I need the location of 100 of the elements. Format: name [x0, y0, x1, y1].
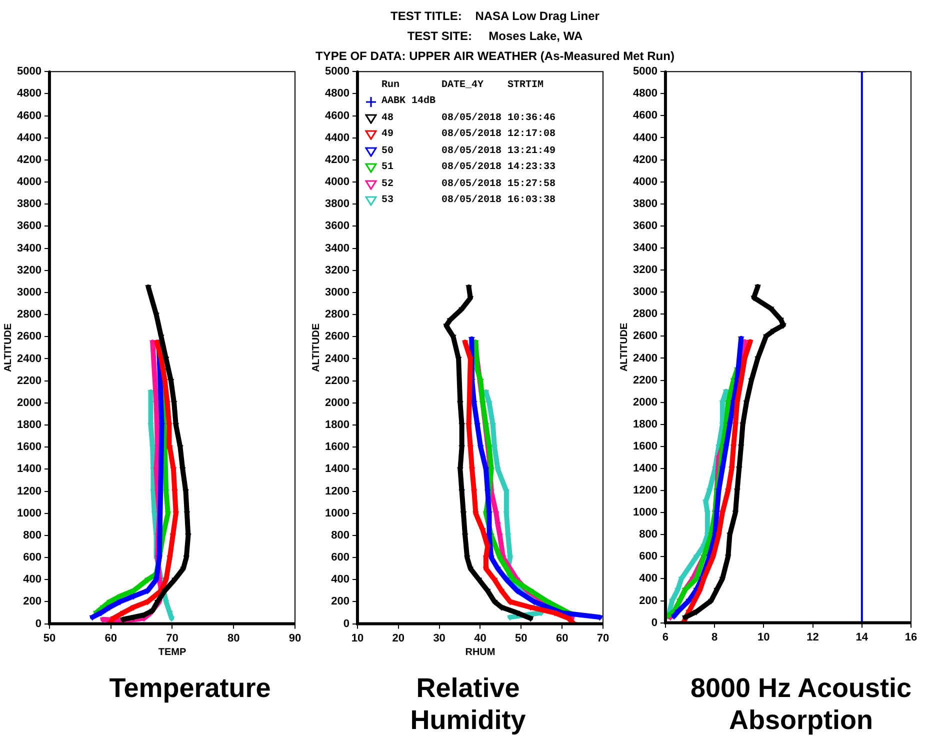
x-tick-label: 10: [351, 632, 364, 644]
y-tick-label: 2800: [16, 308, 42, 321]
y-tick-label: 4800: [16, 88, 42, 100]
x-tick-label: 40: [474, 632, 486, 644]
y-tick-label: 5000: [16, 66, 42, 78]
x-tick-label: 70: [596, 632, 610, 644]
y-tick-label: 4800: [324, 88, 350, 100]
x-tick-label: 10: [758, 631, 770, 644]
text: TEST SITE: Moses Lake, WA: [406, 28, 584, 45]
y-tick-label: 600: [23, 552, 42, 564]
y-tick-label: 5000: [632, 66, 658, 78]
y-tick-label: 4400: [324, 132, 350, 144]
y-tick-label: 2000: [16, 396, 42, 409]
legend-label: 50 08/05/2018 13:21:49: [381, 144, 556, 159]
y-tick-label: 3400: [324, 242, 350, 254]
y-tick-label: 3200: [324, 264, 350, 276]
x-tick-label: 60: [104, 632, 117, 644]
y-tick-label: 4200: [632, 154, 658, 166]
y-tick-label: 3600: [324, 220, 350, 232]
x-tick-label: 14: [856, 631, 869, 644]
y-tick-label: 200: [23, 596, 42, 608]
y-tick-label: 5000: [324, 66, 350, 78]
y-axis-title: ALTITUDE: [310, 323, 322, 372]
x-tick-label: 60: [556, 632, 568, 644]
y-tick-label: 1400: [324, 463, 350, 476]
y-tick-label: 1200: [16, 485, 42, 498]
y-tick-label: 200: [331, 596, 350, 608]
y-tick-label: 2400: [324, 352, 350, 365]
legend-label: 53 08/05/2018 16:03:38: [381, 194, 556, 208]
y-tick-label: 800: [331, 529, 350, 542]
text: TEST TITLE: NASA Low Drag Liner: [390, 8, 600, 25]
legend-label: 49 08/05/2018 12:17:08: [381, 128, 556, 142]
y-tick-label: 3000: [632, 286, 658, 298]
y-tick-label: 2400: [632, 352, 658, 364]
text: Temperature: [108, 672, 272, 704]
y-tick-label: 1400: [16, 463, 42, 476]
text: TYPE OF DATA: UPPER AIR WEATHER (As-Measured Met Run): [314, 48, 676, 65]
y-tick-label: 4600: [16, 110, 42, 122]
text: 8000 Hz Acoustic Absorption: [689, 672, 913, 736]
legend-title: Run DATE_4Y STRTIM: [380, 78, 544, 93]
x-tick-label: 16: [904, 631, 918, 644]
text: AABK 14dB: [381, 96, 436, 108]
y-tick-label: 2800: [324, 308, 350, 321]
y-tick-label: 1000: [632, 506, 658, 519]
x-tick-label: 8: [712, 631, 718, 644]
y-tick-label: 4800: [632, 88, 658, 100]
y-tick-label: 4200: [16, 154, 42, 166]
y-tick-label: 2400: [16, 352, 42, 365]
y-tick-label: 4000: [324, 176, 350, 188]
y-tick-label: 3600: [16, 220, 42, 232]
y-tick-label: 600: [639, 550, 658, 563]
text: Relative Humidity: [409, 672, 527, 736]
y-tick-label: 1200: [632, 484, 658, 497]
y-tick-label: 2000: [324, 396, 350, 409]
y-tick-label: 1600: [324, 441, 350, 454]
y-tick-label: 1200: [324, 485, 350, 498]
y-tick-label: 3000: [324, 286, 350, 299]
x-tick-label: 70: [166, 632, 178, 644]
y-tick-label: 0: [35, 618, 42, 630]
y-tick-label: 4400: [632, 132, 658, 144]
x-tick-label: 50: [43, 632, 56, 644]
y-tick-label: 2200: [324, 374, 350, 387]
x-tick-label: 50: [515, 632, 528, 644]
y-tick-label: 2600: [16, 330, 42, 343]
y-axis-title: ALTITUDE: [2, 323, 14, 372]
y-tick-label: 4200: [324, 154, 350, 166]
y-tick-label: 1600: [632, 440, 658, 452]
y-tick-label: 600: [331, 552, 350, 564]
y-tick-label: 3400: [16, 242, 42, 254]
y-tick-label: 3000: [16, 286, 42, 299]
y-tick-label: 2600: [324, 330, 350, 343]
x-axis-title: RHUM: [465, 646, 496, 658]
legend-label: 52 08/05/2018 15:27:58: [381, 178, 556, 192]
y-tick-label: 3800: [324, 198, 350, 210]
y-tick-label: 4600: [632, 110, 658, 122]
y-tick-label: 3800: [16, 198, 42, 210]
y-tick-label: 2800: [632, 308, 658, 320]
y-tick-label: 800: [23, 529, 42, 542]
y-tick-label: 1400: [632, 462, 658, 474]
y-tick-label: 4600: [324, 110, 350, 122]
y-tick-label: 1800: [16, 419, 42, 432]
legend-label: 48 08/05/2018 10:36:46: [381, 112, 556, 126]
x-tick-label: 20: [392, 632, 405, 644]
y-tick-label: 400: [331, 574, 350, 586]
x-tick-label: 80: [227, 632, 240, 644]
x-tick-label: 30: [433, 632, 446, 644]
y-tick-label: 400: [639, 572, 658, 585]
y-tick-label: 3200: [16, 264, 42, 276]
legend-label: 51 08/05/2018 14:23:33: [381, 160, 556, 176]
y-tick-label: 3600: [632, 220, 658, 232]
x-tick-label: 90: [288, 632, 302, 644]
y-axis-title: ALTITUDE: [618, 322, 630, 372]
y-tick-label: 4000: [632, 176, 658, 188]
y-tick-label: 2600: [632, 330, 658, 342]
y-tick-label: 2200: [16, 374, 42, 387]
y-tick-label: 1000: [16, 507, 42, 520]
y-tick-label: 0: [651, 616, 658, 629]
y-tick-label: 800: [639, 528, 658, 541]
x-tick-label: 6: [662, 631, 669, 644]
x-tick-label: 12: [806, 631, 819, 644]
